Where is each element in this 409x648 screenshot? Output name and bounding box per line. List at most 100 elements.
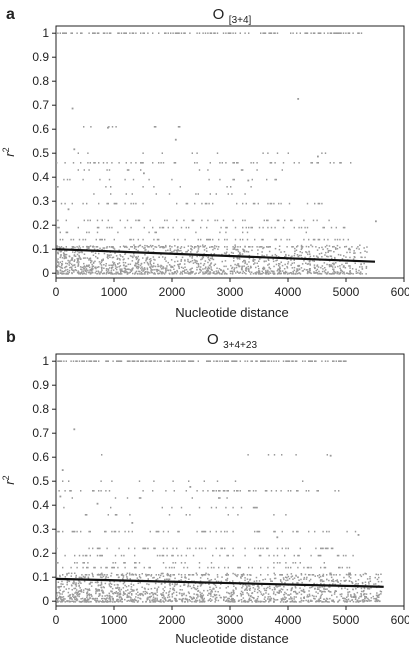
data-point xyxy=(96,226,99,229)
data-point xyxy=(339,566,341,569)
data-point xyxy=(203,246,205,248)
data-point xyxy=(180,260,182,262)
data-point xyxy=(361,273,363,275)
data-point xyxy=(164,578,166,581)
data-point xyxy=(291,255,293,257)
data-point xyxy=(70,263,73,266)
data-point xyxy=(122,594,125,596)
data-point xyxy=(195,601,197,603)
data-point xyxy=(123,554,125,557)
data-point xyxy=(73,148,76,151)
data-point xyxy=(316,268,319,271)
data-point xyxy=(79,257,81,259)
data-point xyxy=(242,219,244,222)
data-point xyxy=(318,599,320,602)
data-point xyxy=(208,202,210,205)
data-point xyxy=(305,269,308,271)
data-point xyxy=(104,238,106,241)
data-point xyxy=(353,252,355,254)
data-point xyxy=(88,593,91,596)
data-point xyxy=(74,587,77,590)
data-point xyxy=(221,360,223,362)
data-point xyxy=(250,271,253,273)
data-point xyxy=(65,588,67,590)
data-point xyxy=(320,273,323,275)
data-point xyxy=(328,601,330,603)
data-point xyxy=(186,566,189,569)
data-point xyxy=(164,586,166,588)
data-point xyxy=(261,360,263,362)
data-point xyxy=(237,514,239,516)
data-point xyxy=(84,266,87,268)
data-point xyxy=(284,591,286,594)
data-point xyxy=(279,589,281,592)
data-point xyxy=(58,360,60,362)
data-point xyxy=(99,574,101,576)
data-point xyxy=(270,598,272,601)
data-point xyxy=(196,490,198,492)
data-point xyxy=(163,590,165,592)
data-point xyxy=(350,272,353,275)
data-point xyxy=(270,597,272,600)
data-point xyxy=(301,251,303,254)
data-point xyxy=(215,594,218,596)
data-point xyxy=(164,258,166,260)
data-point xyxy=(314,575,316,577)
data-point xyxy=(135,162,137,164)
data-point xyxy=(267,598,269,600)
data-point xyxy=(333,262,335,265)
data-point xyxy=(64,202,66,205)
data-point xyxy=(82,554,84,557)
data-point xyxy=(146,574,148,576)
data-point xyxy=(141,586,143,588)
data-point xyxy=(268,601,270,603)
data-point xyxy=(61,264,63,267)
data-point xyxy=(121,268,123,270)
data-point xyxy=(83,169,85,171)
data-point xyxy=(297,490,299,492)
data-point xyxy=(340,360,342,362)
data-point xyxy=(100,554,102,557)
data-point xyxy=(268,266,271,269)
data-point xyxy=(300,246,303,248)
data-point xyxy=(199,268,201,271)
data-point xyxy=(122,582,125,585)
data-point xyxy=(316,249,319,251)
data-point xyxy=(65,256,67,258)
data-point xyxy=(86,574,88,576)
data-point xyxy=(68,255,71,258)
data-point xyxy=(246,231,249,234)
x-tick-label: 5000 xyxy=(333,613,360,627)
data-point xyxy=(71,600,73,602)
data-point xyxy=(351,582,354,584)
data-point xyxy=(254,506,256,509)
data-point xyxy=(347,238,349,241)
data-point xyxy=(116,595,118,597)
data-point xyxy=(140,267,142,270)
data-point xyxy=(252,587,255,589)
data-point xyxy=(156,597,158,600)
data-point xyxy=(212,202,214,205)
data-point xyxy=(73,596,75,599)
data-point xyxy=(236,595,238,597)
data-point xyxy=(270,32,273,34)
data-point xyxy=(265,260,267,262)
data-point xyxy=(125,271,127,274)
data-point xyxy=(281,264,284,267)
data-point xyxy=(330,547,333,550)
data-point xyxy=(59,495,62,498)
data-point xyxy=(227,585,229,588)
data-point xyxy=(333,360,335,362)
data-point xyxy=(201,547,203,550)
data-point xyxy=(281,581,283,584)
data-point xyxy=(332,583,334,585)
data-point xyxy=(372,595,374,598)
data-point xyxy=(89,530,91,533)
data-point xyxy=(295,249,298,251)
data-point xyxy=(346,530,348,533)
data-point xyxy=(261,246,263,248)
data-point xyxy=(115,273,118,275)
data-point xyxy=(256,262,258,264)
data-point xyxy=(117,32,119,34)
data-point xyxy=(196,597,198,599)
